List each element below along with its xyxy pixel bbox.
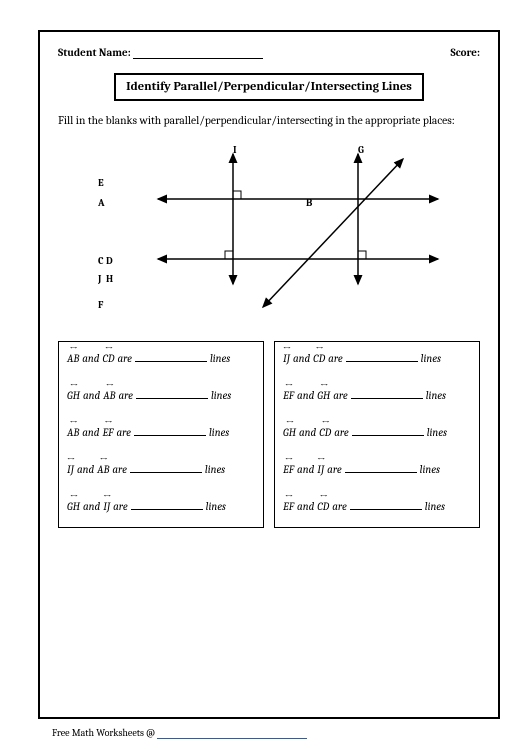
line-ref: GH [317,389,330,402]
diagram-label-J: J [98,273,101,285]
student-name-label: Student Name: [58,46,263,59]
line-ref: CD [102,352,114,365]
diagram-label-G: G [358,144,364,156]
question-row: GH and AB are lines [67,389,255,402]
content-frame: Student Name: Score: Identify Parallel/P… [38,30,500,719]
diagram-label-A: A [98,197,105,209]
header-row: Student Name: Score: [58,46,480,59]
question-row: AB and EF are lines [67,426,255,439]
line-ref: CD [313,352,325,365]
score-label: Score: [450,46,480,59]
question-row: GH and CD are lines [283,426,471,439]
line-ref: AB [103,389,115,402]
diagram-label-D: D [106,255,113,267]
question-row: GH and IJ are lines [67,500,255,513]
line-ref: AB [67,352,79,365]
question-row: EF and CD are lines [283,500,471,513]
diagram-label-C: C [98,255,104,267]
line-ref: GH [283,426,296,439]
line-ref: AB [67,426,79,439]
line-ref: EF [283,463,294,476]
answer-blank[interactable] [346,352,418,362]
worksheet-title: Identify Parallel/Perpendicular/Intersec… [114,73,424,101]
questions-columns: AB and CD are linesGH and AB are linesAB… [58,341,480,528]
line-ref: IJ [317,463,324,476]
diagram-label-E: E [98,177,104,189]
diagram-label-B: B [306,197,312,209]
footer-link-blank [157,738,307,739]
line-ref: GH [67,500,80,513]
line-ref: CD [317,500,329,513]
diagram-svg [58,139,458,329]
diagram-label-F: F [98,299,103,311]
line-ref: AB [97,463,109,476]
question-row: IJ and AB are lines [67,463,255,476]
question-row: EF and IJ are lines [283,463,471,476]
lines-diagram: EA CDJH F I G B [58,139,480,329]
diagram-label-H: H [106,273,113,285]
left-column: AB and CD are linesGH and AB are linesAB… [58,341,264,528]
title-wrap: Identify Parallel/Perpendicular/Intersec… [58,73,480,101]
right-column: IJ and CD are linesEF and GH are linesGH… [274,341,480,528]
line-ref: IJ [103,500,110,513]
line-ref: IJ [67,463,74,476]
answer-blank[interactable] [350,500,422,510]
question-row: EF and GH are lines [283,389,471,402]
answer-blank[interactable] [130,463,202,473]
line-ref: EF [283,500,294,513]
answer-blank[interactable] [345,463,417,473]
diagram-label-I: I [233,144,237,156]
answer-blank[interactable] [131,500,203,510]
question-row: AB and CD are lines [67,352,255,365]
footer: Free Math Worksheets @ [52,727,307,739]
line-ref: EF [283,389,294,402]
instruction-text: Fill in the blanks with parallel/perpend… [58,113,480,129]
answer-blank[interactable] [352,426,424,436]
line-ref: EF [102,426,113,439]
answer-blank[interactable] [135,352,207,362]
line-ref: CD [319,426,331,439]
line-ref: GH [67,389,80,402]
worksheet-page: Student Name: Score: Identify Parallel/P… [0,0,530,749]
answer-blank[interactable] [134,426,206,436]
answer-blank[interactable] [351,389,423,399]
line-ref: IJ [283,352,290,365]
answer-blank[interactable] [136,389,208,399]
student-name-blank[interactable] [133,58,263,59]
question-row: IJ and CD are lines [283,352,471,365]
